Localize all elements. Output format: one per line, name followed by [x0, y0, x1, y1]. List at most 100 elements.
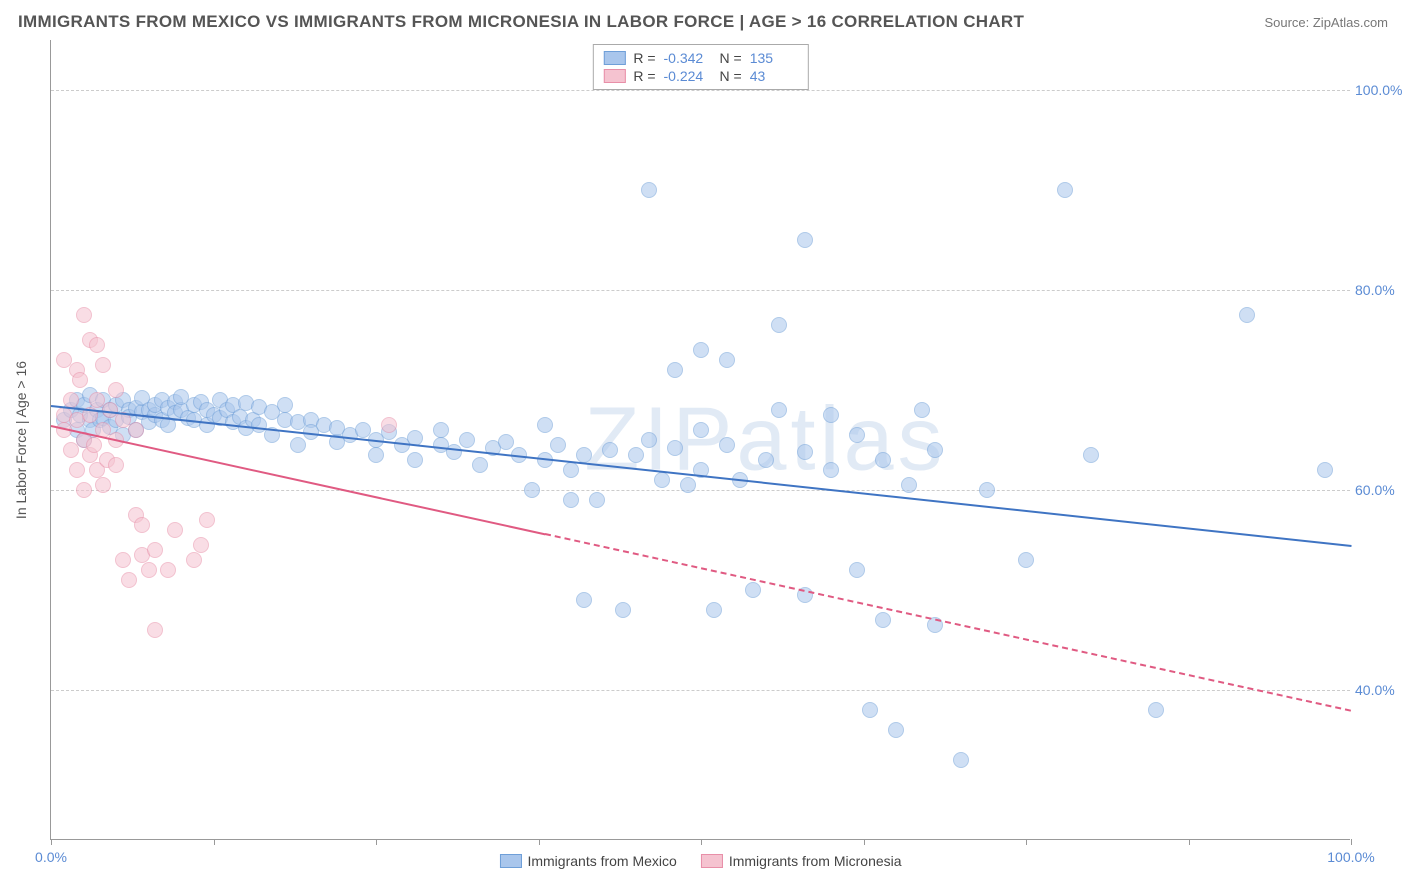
r-value-0: -0.342	[664, 50, 712, 66]
scatter-point	[472, 457, 488, 473]
gridline-h	[51, 490, 1350, 491]
scatter-point	[667, 362, 683, 378]
r-label: R =	[633, 50, 655, 66]
legend-stats: R = -0.342 N = 135 R = -0.224 N = 43	[592, 44, 808, 90]
legend-item-0: Immigrants from Mexico	[499, 853, 676, 869]
scatter-point	[277, 397, 293, 413]
scatter-point	[108, 457, 124, 473]
scatter-point	[641, 182, 657, 198]
x-tick	[376, 839, 377, 845]
scatter-point	[368, 447, 384, 463]
scatter-point	[693, 342, 709, 358]
scatter-point	[745, 582, 761, 598]
scatter-point	[719, 437, 735, 453]
scatter-point	[849, 562, 865, 578]
scatter-point	[875, 452, 891, 468]
scatter-point	[76, 307, 92, 323]
scatter-point	[69, 462, 85, 478]
plot-area: ZIPatlas In Labor Force | Age > 16 R = -…	[50, 40, 1350, 840]
legend-bottom-swatch-0	[499, 854, 521, 868]
x-tick	[701, 839, 702, 845]
scatter-point	[901, 477, 917, 493]
scatter-point	[797, 444, 813, 460]
scatter-point	[576, 592, 592, 608]
scatter-point	[693, 422, 709, 438]
regression-line	[545, 533, 1351, 712]
scatter-point	[680, 477, 696, 493]
gridline-h	[51, 690, 1350, 691]
scatter-point	[602, 442, 618, 458]
scatter-point	[433, 422, 449, 438]
scatter-point	[758, 452, 774, 468]
scatter-point	[1057, 182, 1073, 198]
scatter-point	[979, 482, 995, 498]
y-tick-label: 40.0%	[1355, 682, 1406, 698]
y-tick-label: 60.0%	[1355, 482, 1406, 498]
scatter-point	[134, 517, 150, 533]
scatter-point	[706, 602, 722, 618]
scatter-point	[1083, 447, 1099, 463]
scatter-point	[108, 382, 124, 398]
scatter-point	[563, 462, 579, 478]
scatter-point	[849, 427, 865, 443]
n-label: N =	[720, 68, 742, 84]
scatter-point	[823, 407, 839, 423]
scatter-point	[563, 492, 579, 508]
scatter-point	[1018, 552, 1034, 568]
scatter-point	[888, 722, 904, 738]
x-tick	[539, 839, 540, 845]
scatter-point	[167, 522, 183, 538]
x-tick	[214, 839, 215, 845]
legend-item-1: Immigrants from Micronesia	[701, 853, 902, 869]
scatter-point	[628, 447, 644, 463]
r-label: R =	[633, 68, 655, 84]
legend-label-1: Immigrants from Micronesia	[729, 853, 902, 869]
scatter-point	[953, 752, 969, 768]
scatter-point	[1239, 307, 1255, 323]
scatter-point	[160, 562, 176, 578]
scatter-point	[141, 562, 157, 578]
r-value-1: -0.224	[664, 68, 712, 84]
n-value-0: 135	[750, 50, 798, 66]
scatter-point	[537, 417, 553, 433]
scatter-point	[667, 440, 683, 456]
scatter-point	[524, 482, 540, 498]
legend-bottom-swatch-1	[701, 854, 723, 868]
scatter-point	[95, 357, 111, 373]
scatter-point	[771, 317, 787, 333]
source-label: Source: ZipAtlas.com	[1264, 15, 1388, 30]
scatter-point	[550, 437, 566, 453]
legend-stats-row-1: R = -0.224 N = 43	[603, 67, 797, 85]
scatter-point	[615, 602, 631, 618]
scatter-point	[115, 552, 131, 568]
y-tick-label: 100.0%	[1355, 82, 1406, 98]
scatter-point	[407, 452, 423, 468]
scatter-point	[875, 612, 891, 628]
scatter-point	[589, 492, 605, 508]
scatter-point	[914, 402, 930, 418]
scatter-point	[576, 447, 592, 463]
scatter-point	[1148, 702, 1164, 718]
n-label: N =	[720, 50, 742, 66]
chart-title: IMMIGRANTS FROM MEXICO VS IMMIGRANTS FRO…	[18, 12, 1024, 32]
scatter-point	[121, 572, 137, 588]
scatter-point	[89, 337, 105, 353]
legend-swatch-1	[603, 69, 625, 83]
x-tick	[51, 839, 52, 845]
scatter-point	[654, 472, 670, 488]
scatter-point	[823, 462, 839, 478]
watermark: ZIPatlas	[584, 388, 946, 491]
legend-swatch-0	[603, 51, 625, 65]
scatter-point	[72, 372, 88, 388]
scatter-point	[95, 477, 111, 493]
legend-label-0: Immigrants from Mexico	[527, 853, 676, 869]
scatter-point	[76, 482, 92, 498]
gridline-h	[51, 290, 1350, 291]
gridline-h	[51, 90, 1350, 91]
scatter-point	[86, 437, 102, 453]
scatter-point	[186, 552, 202, 568]
scatter-point	[641, 432, 657, 448]
scatter-point	[1317, 462, 1333, 478]
scatter-point	[193, 537, 209, 553]
x-tick	[1189, 839, 1190, 845]
